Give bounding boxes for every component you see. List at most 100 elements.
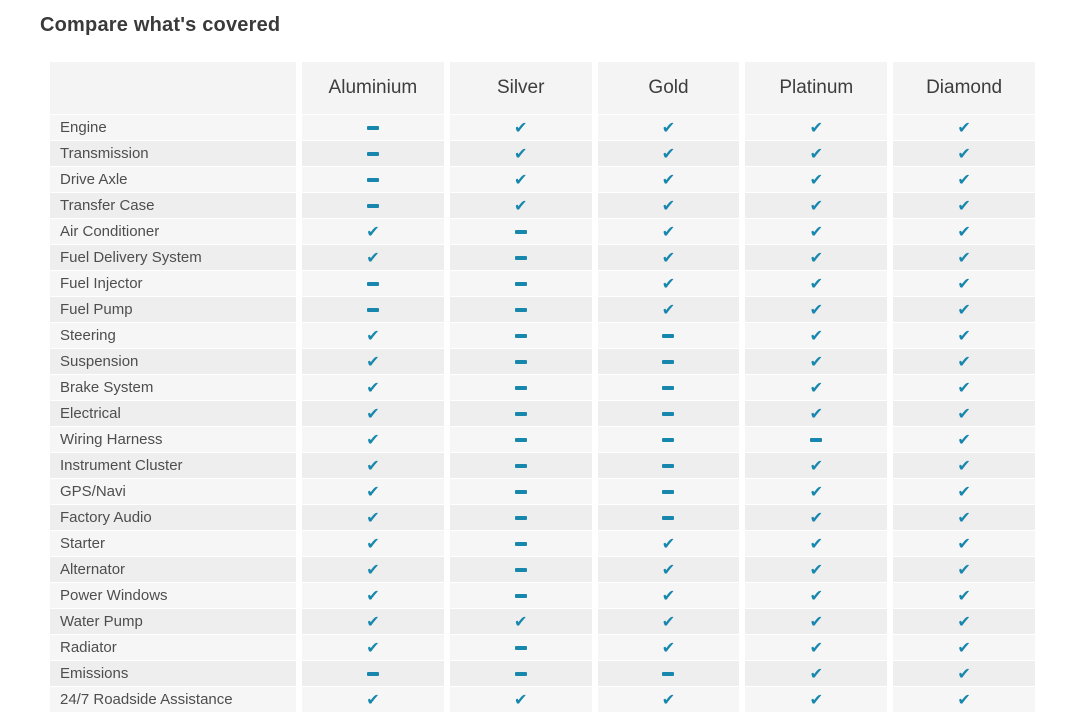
coverage-cell: ✔ [893, 245, 1035, 270]
dash-icon [662, 671, 675, 676]
coverage-table: Aluminium Silver Gold Platinum Diamond E… [50, 62, 1035, 712]
check-icon: ✔ [513, 195, 528, 215]
coverage-cell: ✔ [893, 193, 1035, 218]
dash-icon [662, 463, 675, 468]
coverage-cell: ✔ [302, 505, 444, 530]
page-title: Compare what's covered [40, 14, 281, 36]
check-icon: ✔ [809, 507, 823, 527]
coverage-cell: ✔ [302, 349, 444, 374]
coverage-cell: ✔ [745, 583, 888, 608]
check-icon: ✔ [957, 299, 971, 319]
coverage-cell: ✔ [597, 245, 740, 270]
coverage-cell [597, 453, 740, 478]
check-icon: ✔ [957, 585, 971, 605]
dash-icon [514, 593, 527, 598]
check-icon: ✔ [809, 169, 823, 189]
check-icon: ✔ [513, 117, 528, 137]
coverage-cell: ✔ [745, 245, 888, 270]
dash-icon [662, 385, 675, 390]
coverage-cell: ✔ [597, 687, 740, 712]
row-label: Instrument Cluster [50, 453, 296, 478]
coverage-cell: ✔ [893, 271, 1035, 296]
coverage-cell [302, 271, 444, 296]
dash-icon [366, 177, 379, 182]
check-icon: ✔ [957, 143, 971, 163]
dash-icon [514, 411, 527, 416]
coverage-cell: ✔ [449, 687, 592, 712]
coverage-cell: ✔ [302, 401, 444, 426]
check-icon: ✔ [957, 429, 971, 449]
coverage-cell: ✔ [449, 167, 592, 192]
dash-icon [514, 307, 527, 312]
coverage-cell: ✔ [449, 115, 592, 140]
coverage-cell [449, 635, 592, 660]
dash-icon [514, 645, 527, 650]
row-label: GPS/Navi [50, 479, 296, 504]
check-icon: ✔ [957, 351, 971, 371]
coverage-cell [449, 453, 592, 478]
row-label: Wiring Harness [50, 427, 296, 452]
dash-icon [662, 437, 675, 442]
check-icon: ✔ [957, 247, 971, 267]
check-icon: ✔ [661, 247, 676, 267]
check-icon: ✔ [957, 221, 971, 241]
check-icon: ✔ [366, 559, 380, 579]
coverage-cell: ✔ [745, 401, 888, 426]
check-icon: ✔ [809, 195, 823, 215]
check-icon: ✔ [661, 195, 676, 215]
check-icon: ✔ [366, 637, 380, 657]
check-icon: ✔ [366, 455, 380, 475]
coverage-cell: ✔ [597, 193, 740, 218]
dash-icon [366, 203, 379, 208]
check-icon: ✔ [809, 325, 823, 345]
coverage-cell: ✔ [893, 583, 1035, 608]
row-label: Electrical [50, 401, 296, 426]
check-icon: ✔ [366, 611, 380, 631]
coverage-cell [302, 167, 444, 192]
check-icon: ✔ [809, 403, 823, 423]
coverage-cell [449, 583, 592, 608]
dash-icon [514, 281, 527, 286]
coverage-cell [449, 271, 592, 296]
check-icon: ✔ [366, 533, 380, 553]
header-col-silver: Silver [449, 62, 592, 114]
check-icon: ✔ [366, 247, 380, 267]
check-icon: ✔ [809, 143, 823, 163]
coverage-cell [597, 427, 740, 452]
check-icon: ✔ [513, 169, 528, 189]
check-icon: ✔ [513, 611, 528, 631]
coverage-cell: ✔ [302, 687, 444, 712]
coverage-cell [449, 323, 592, 348]
coverage-cell: ✔ [302, 635, 444, 660]
check-icon: ✔ [809, 637, 823, 657]
coverage-cell: ✔ [893, 349, 1035, 374]
coverage-cell: ✔ [597, 609, 740, 634]
coverage-cell: ✔ [745, 635, 888, 660]
coverage-cell [597, 323, 740, 348]
row-label: Fuel Pump [50, 297, 296, 322]
coverage-cell: ✔ [597, 583, 740, 608]
header-col-platinum: Platinum [745, 62, 888, 114]
coverage-cell [449, 427, 592, 452]
row-label: Starter [50, 531, 296, 556]
check-icon: ✔ [809, 481, 823, 501]
coverage-cell: ✔ [893, 531, 1035, 556]
check-icon: ✔ [809, 247, 823, 267]
check-icon: ✔ [366, 689, 380, 709]
coverage-cell: ✔ [893, 453, 1035, 478]
coverage-cell: ✔ [449, 141, 592, 166]
header-col-diamond: Diamond [893, 62, 1035, 114]
check-icon: ✔ [661, 611, 676, 631]
dash-icon [662, 489, 675, 494]
coverage-cell: ✔ [745, 505, 888, 530]
coverage-cell [449, 219, 592, 244]
coverage-cell: ✔ [745, 453, 888, 478]
check-icon: ✔ [809, 299, 823, 319]
coverage-cell: ✔ [745, 271, 888, 296]
row-label: Transfer Case [50, 193, 296, 218]
check-icon: ✔ [957, 559, 971, 579]
check-icon: ✔ [809, 663, 823, 683]
coverage-cell: ✔ [597, 271, 740, 296]
dash-icon [514, 463, 527, 468]
